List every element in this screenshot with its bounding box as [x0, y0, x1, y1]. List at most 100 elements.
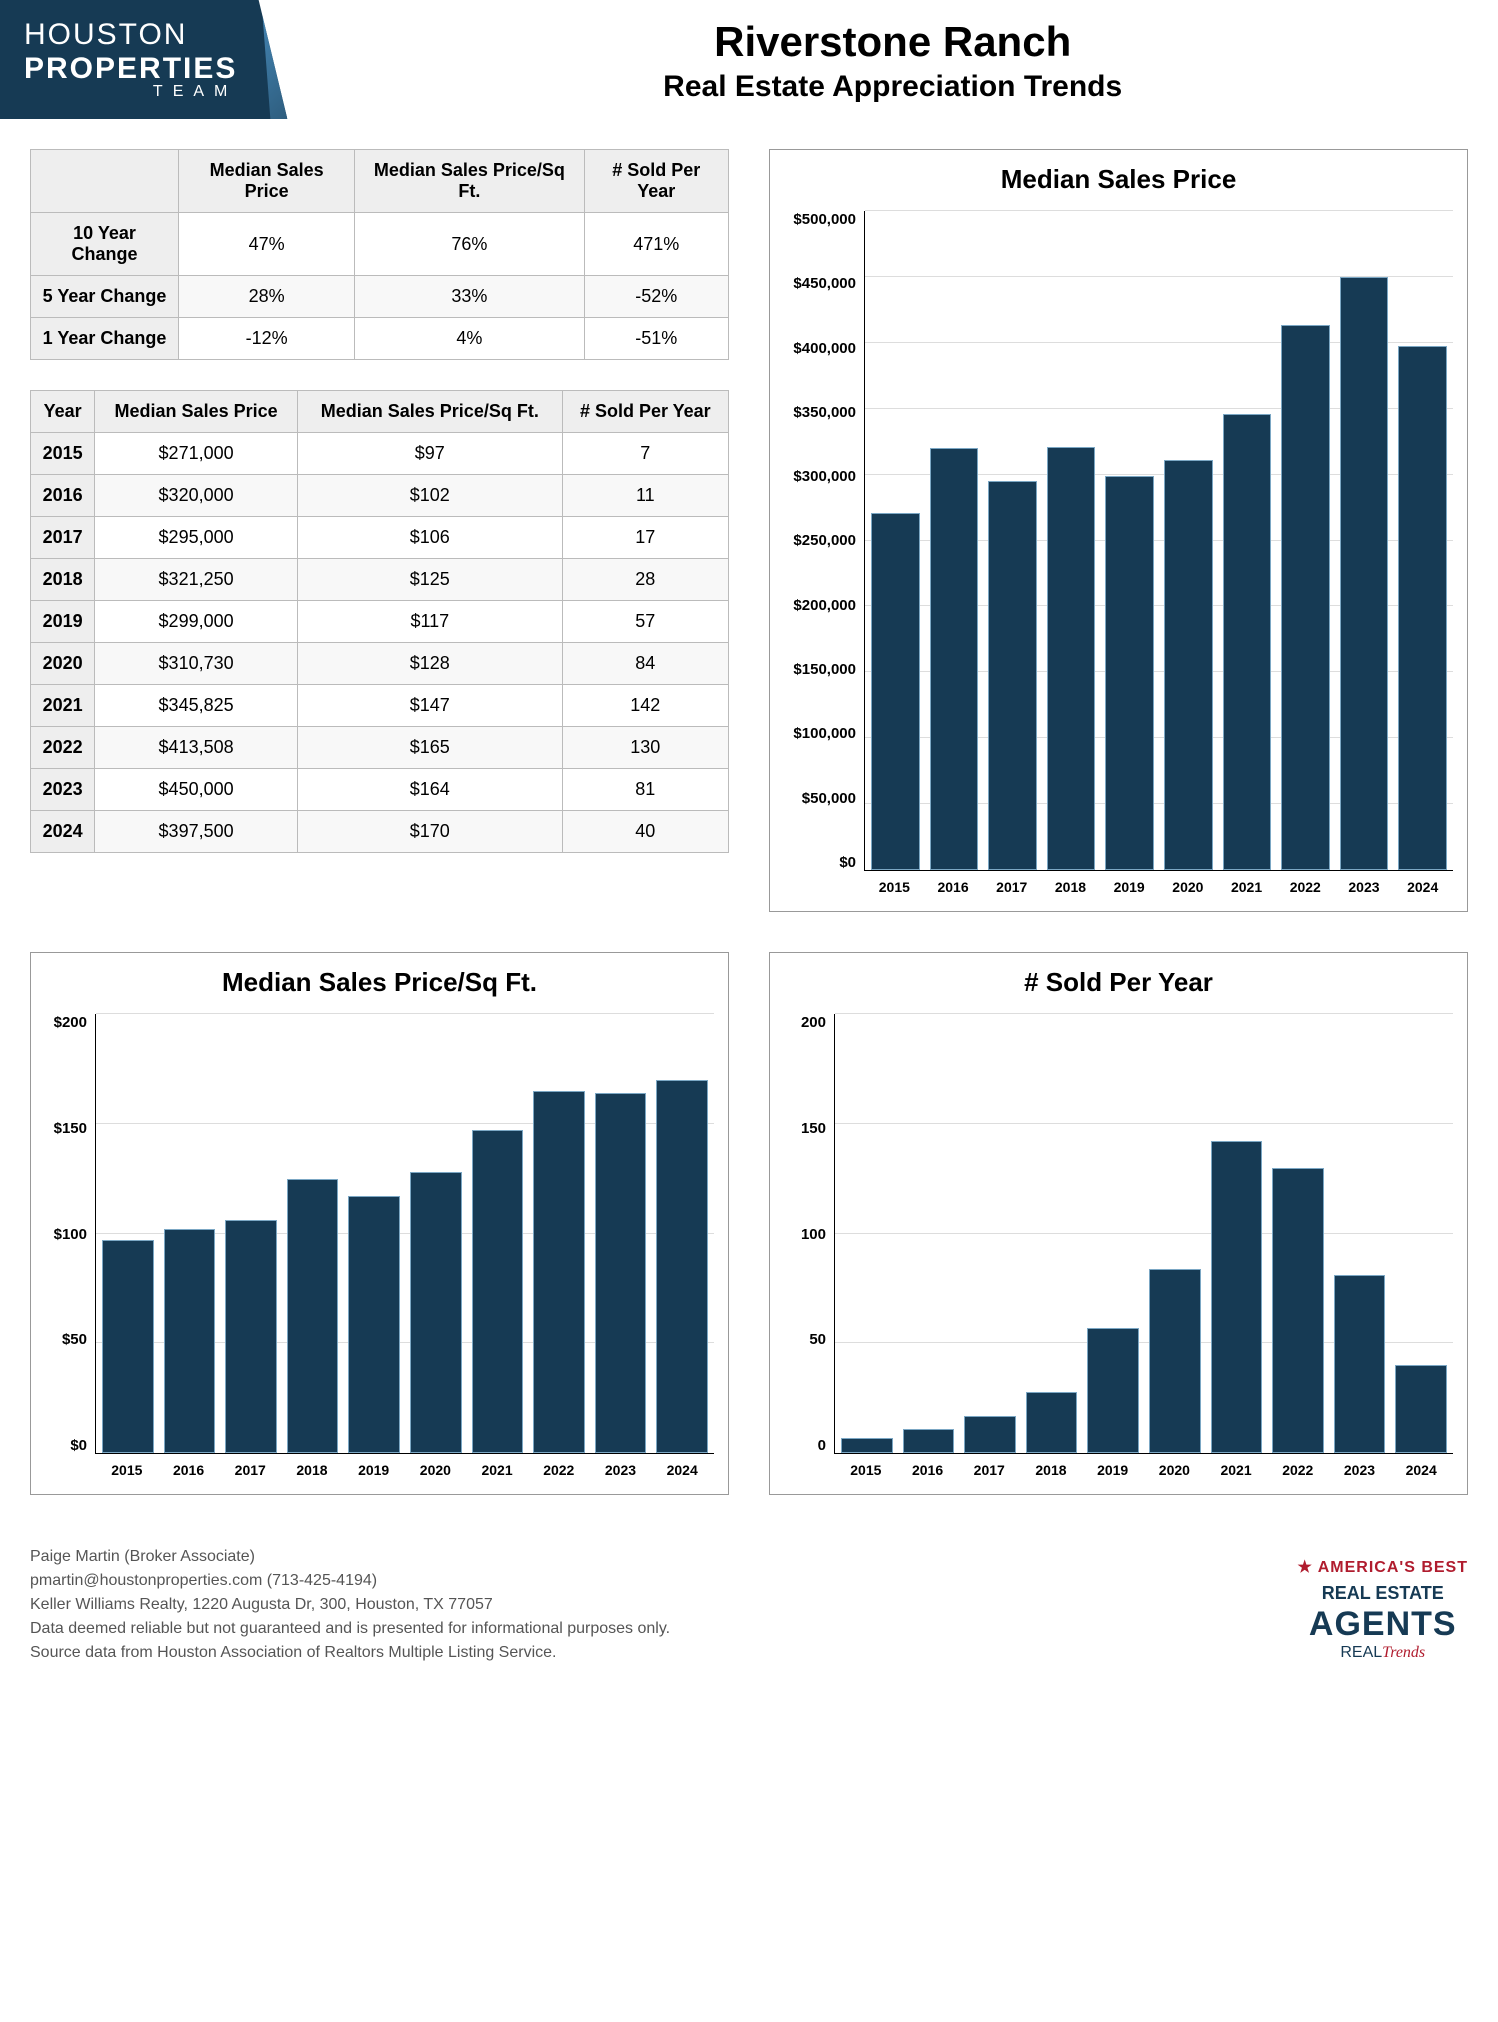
- chart-title: Median Sales Price: [784, 164, 1453, 195]
- badge-line4a: REAL: [1340, 1644, 1382, 1661]
- x-tick-label: 2018: [286, 1454, 338, 1486]
- y-tick-label: 200: [801, 1014, 826, 1031]
- header: HOUSTON PROPERTIES TEAM Riverstone Ranch…: [0, 0, 1498, 119]
- y-tick-label: $150: [54, 1120, 87, 1137]
- y-tick-label: 50: [809, 1331, 826, 1348]
- badge-line2: REAL ESTATE: [1298, 1580, 1468, 1607]
- x-tick-label: 2015: [101, 1454, 153, 1486]
- x-tick-label: 2017: [224, 1454, 276, 1486]
- x-tick-label: 2018: [1046, 871, 1095, 903]
- badge-line3: AGENTS: [1298, 1607, 1468, 1641]
- x-tick-label: 2020: [410, 1454, 462, 1486]
- x-tick-label: 2017: [963, 1454, 1015, 1486]
- table-row: 5 Year Change28%33%-52%: [31, 276, 729, 318]
- chart-title: # Sold Per Year: [784, 967, 1453, 998]
- footer-line: pmartin@houstonproperties.com (713-425-4…: [30, 1569, 670, 1593]
- chart-bar: [656, 1080, 708, 1453]
- chart-bar: [1395, 1365, 1447, 1453]
- table-row: 2022$413,508$165130: [31, 727, 729, 769]
- y-tick-label: $100: [54, 1226, 87, 1243]
- footer-line: Data deemed reliable but not guaranteed …: [30, 1617, 670, 1641]
- chart-bar: [164, 1229, 216, 1453]
- y-tick-label: $0: [70, 1437, 87, 1454]
- chart-bar: [102, 1240, 154, 1453]
- title-block: Riverstone Ranch Real Estate Appreciatio…: [287, 0, 1498, 104]
- chart-bar: [287, 1179, 339, 1453]
- table-row: 2020$310,730$12884: [31, 643, 729, 685]
- table-header: Median Sales Price/Sq Ft.: [297, 391, 562, 433]
- logo-line2: PROPERTIES: [24, 52, 237, 86]
- brand-logo: HOUSTON PROPERTIES TEAM: [0, 0, 287, 119]
- x-tick-label: 2024: [1398, 871, 1447, 903]
- x-tick-label: 2023: [1334, 1454, 1386, 1486]
- chart-bar: [871, 513, 920, 870]
- table-row: 2021$345,825$147142: [31, 685, 729, 727]
- y-tick-label: 0: [818, 1437, 826, 1454]
- footer-line: Keller Williams Realty, 1220 Augusta Dr,…: [30, 1593, 670, 1617]
- x-tick-label: 2018: [1025, 1454, 1077, 1486]
- y-tick-label: $200: [54, 1014, 87, 1031]
- x-tick-label: 2016: [902, 1454, 954, 1486]
- chart-bar: [1281, 325, 1330, 870]
- x-tick-label: 2020: [1164, 871, 1213, 903]
- footer-line: Paige Martin (Broker Associate): [30, 1545, 670, 1569]
- x-tick-label: 2016: [163, 1454, 215, 1486]
- table-header: Median Sales Price: [95, 391, 298, 433]
- chart-bar: [1223, 414, 1272, 870]
- chart-bar: [1026, 1392, 1078, 1453]
- chart-bar: [964, 1416, 1016, 1453]
- y-tick-label: $200,000: [793, 597, 856, 614]
- y-tick-label: $450,000: [793, 275, 856, 292]
- chart-bar: [1164, 460, 1213, 870]
- table-header: [31, 150, 179, 213]
- footer-line: Source data from Houston Association of …: [30, 1641, 670, 1665]
- table-row: 10 Year Change47%76%471%: [31, 213, 729, 276]
- chart-sold-per-year: # Sold Per Year 200150100500201520162017…: [769, 952, 1468, 1495]
- table-row: 2017$295,000$10617: [31, 517, 729, 559]
- chart-bar: [903, 1429, 955, 1453]
- footer-text: Paige Martin (Broker Associate)pmartin@h…: [30, 1545, 670, 1665]
- chart-bar: [988, 481, 1037, 870]
- logo-line1: HOUSTON: [24, 18, 237, 52]
- footer: Paige Martin (Broker Associate)pmartin@h…: [0, 1495, 1498, 1695]
- chart-median-price: Median Sales Price $500,000$450,000$400,…: [769, 149, 1468, 912]
- y-tick-label: $300,000: [793, 468, 856, 485]
- year-table: YearMedian Sales PriceMedian Sales Price…: [30, 390, 729, 853]
- table-header: Year: [31, 391, 95, 433]
- chart-bar: [1087, 1328, 1139, 1453]
- x-tick-label: 2023: [595, 1454, 647, 1486]
- chart-bar: [1047, 447, 1096, 870]
- table-row: 2024$397,500$17040: [31, 811, 729, 853]
- y-tick-label: 100: [801, 1226, 826, 1243]
- x-tick-label: 2021: [471, 1454, 523, 1486]
- chart-bar: [1272, 1168, 1324, 1453]
- chart-bar: [472, 1130, 524, 1453]
- badge-line4b: Trends: [1382, 1644, 1425, 1661]
- chart-bar: [410, 1172, 462, 1453]
- chart-bar: [1105, 476, 1154, 870]
- x-tick-label: 2024: [656, 1454, 708, 1486]
- y-tick-label: $50: [62, 1331, 87, 1348]
- chart-bar: [595, 1093, 647, 1453]
- table-header: # Sold Per Year: [584, 150, 728, 213]
- y-tick-label: 150: [801, 1120, 826, 1137]
- table-header: # Sold Per Year: [562, 391, 728, 433]
- chart-bar: [533, 1091, 585, 1453]
- change-table: Median Sales PriceMedian Sales Price/Sq …: [30, 149, 729, 360]
- y-tick-label: $150,000: [793, 661, 856, 678]
- chart-bar: [348, 1196, 400, 1453]
- table-row: 2016$320,000$10211: [31, 475, 729, 517]
- table-row: 1 Year Change-12%4%-51%: [31, 318, 729, 360]
- table-header: Median Sales Price: [179, 150, 355, 213]
- y-tick-label: $400,000: [793, 340, 856, 357]
- x-tick-label: 2019: [1087, 1454, 1139, 1486]
- y-tick-label: $50,000: [802, 790, 856, 807]
- chart-bar: [1334, 1275, 1386, 1453]
- table-row: 2015$271,000$977: [31, 433, 729, 475]
- table-row: 2019$299,000$11757: [31, 601, 729, 643]
- chart-bar: [841, 1438, 893, 1453]
- x-tick-label: 2021: [1210, 1454, 1262, 1486]
- x-tick-label: 2019: [1105, 871, 1154, 903]
- table-header: Median Sales Price/Sq Ft.: [355, 150, 584, 213]
- table-row: 2018$321,250$12528: [31, 559, 729, 601]
